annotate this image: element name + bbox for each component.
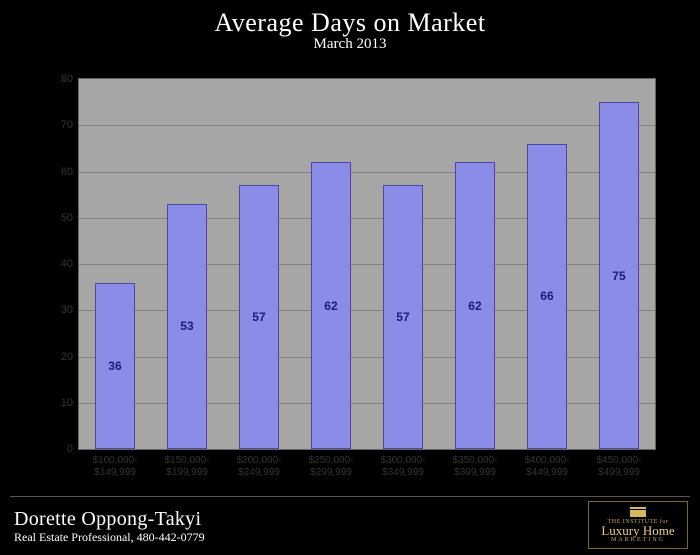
bar-value-label: 53 [168,319,206,333]
gridline [79,357,655,358]
bar-value-label: 36 [96,359,134,373]
xtick-label: $450,000- $499,999 [583,455,655,479]
chart-subtitle: March 2013 [0,36,700,53]
xtick-label: $350,000- $399,999 [439,455,511,479]
xtick-label: $200,000- $249,999 [223,455,295,479]
xtick-label: $150,000- $199,999 [151,455,223,479]
bar: 57 [383,185,423,449]
gridline [79,403,655,404]
gridline [79,264,655,265]
bar-value-label: 57 [240,310,278,324]
ytick-label: 0 [67,443,73,455]
ytick-label: 30 [61,304,73,316]
bar: 62 [455,162,495,449]
xtick-label: $400,000- $449,999 [511,455,583,479]
chart-title: Average Days on Market [0,0,700,38]
gridline [79,218,655,219]
ytick-label: 70 [61,119,73,131]
bar-value-label: 57 [384,310,422,324]
logo-line2: Luxury Home [601,525,674,537]
gridline [79,310,655,311]
ytick-label: 10 [61,397,73,409]
bar: 57 [239,185,279,449]
bar-value-label: 62 [312,299,350,313]
institute-logo: THE INSTITUTE for Luxury Home MARKETING [588,501,688,549]
footer-block: Dorette Oppong-Takyi Real Estate Profess… [14,508,205,545]
logo-line3: MARKETING [611,537,665,544]
xtick-label: $250,000- $299,999 [295,455,367,479]
ytick-label: 20 [61,351,73,363]
chart-container: Average Days on Market March 2013 010203… [0,0,700,555]
bar-value-label: 62 [456,299,494,313]
agent-name: Dorette Oppong-Takyi [14,508,205,531]
bar-value-label: 75 [600,269,638,283]
gridline [79,125,655,126]
xtick-label: $300,000- $349,999 [367,455,439,479]
bar-value-label: 66 [528,289,566,303]
ytick-label: 60 [61,166,73,178]
ytick-label: 50 [61,212,73,224]
bar: 66 [527,144,567,449]
bar: 53 [167,204,207,449]
bar: 62 [311,162,351,449]
agent-subtitle: Real Estate Professional, 480-442-0779 [14,530,205,545]
bar: 36 [95,283,135,450]
ytick-label: 80 [61,73,73,85]
plot-area: 0102030405060708036$100,000- $149,99953$… [78,78,656,450]
bar: 75 [599,102,639,449]
logo-pillar-icon [630,507,646,517]
ytick-label: 40 [61,258,73,270]
footer-divider [10,496,690,497]
xtick-label: $100,000- $149,999 [79,455,151,479]
gridline [79,172,655,173]
